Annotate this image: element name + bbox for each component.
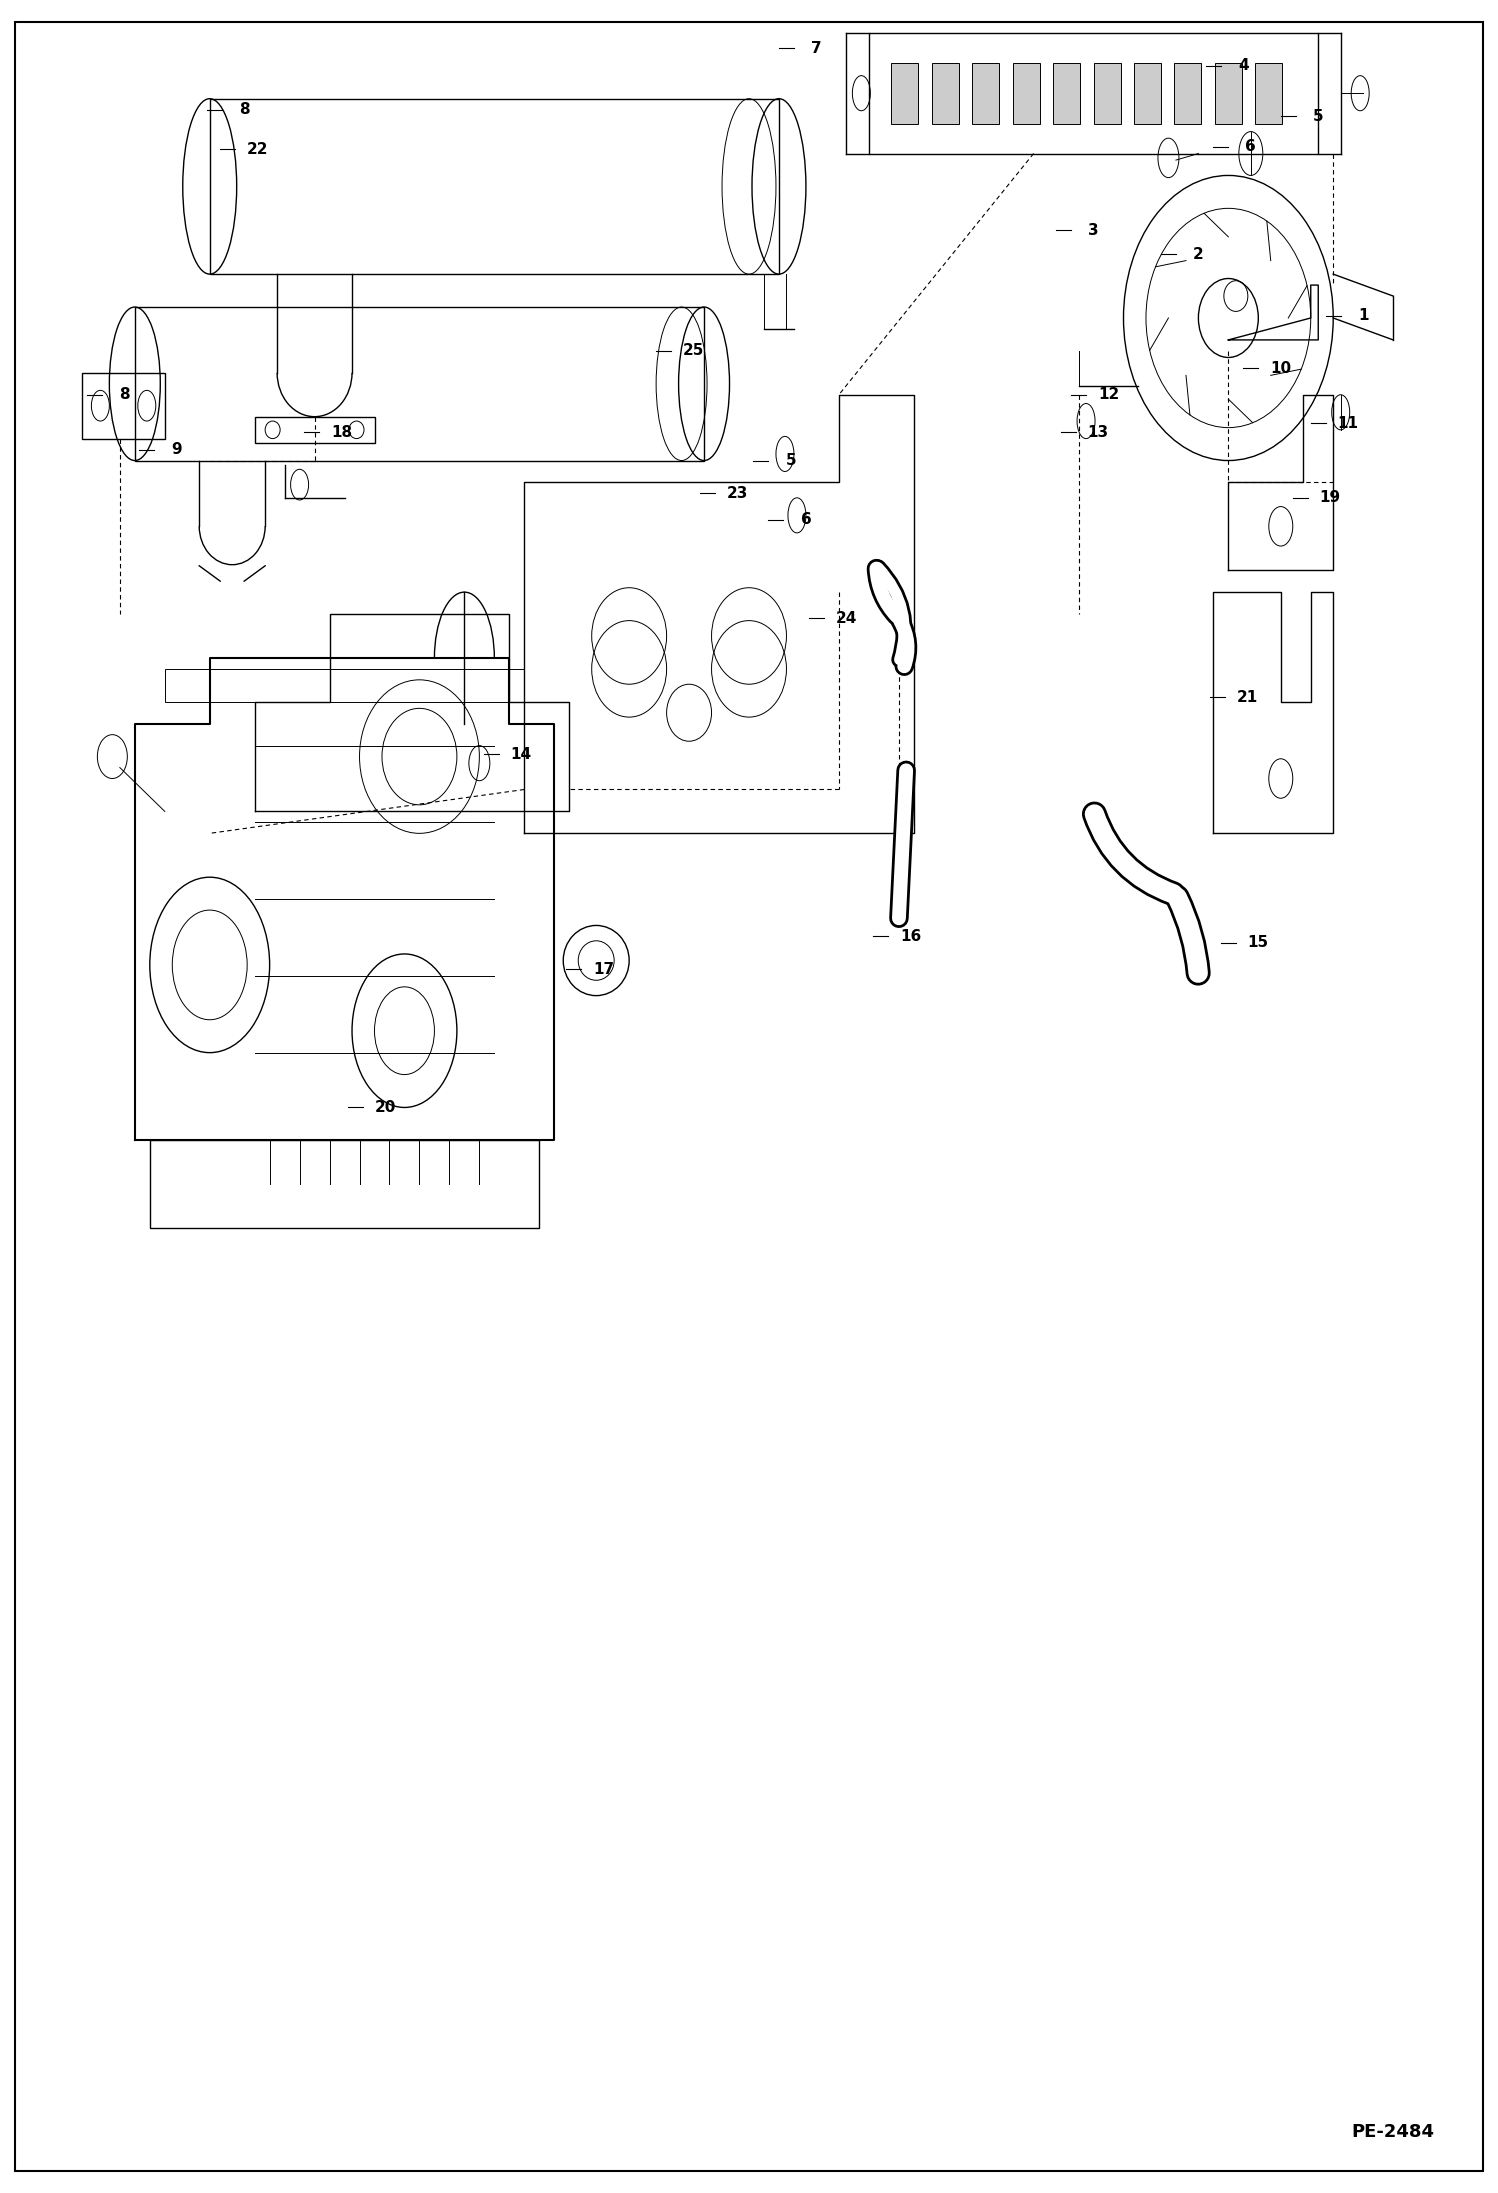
Text: 24: 24 <box>836 612 857 625</box>
Text: 25: 25 <box>683 344 704 357</box>
Bar <box>210 99 779 274</box>
Text: 1: 1 <box>1357 309 1369 322</box>
Bar <box>82 373 165 439</box>
Text: PE-2484: PE-2484 <box>1351 2123 1435 2140</box>
Bar <box>135 307 704 461</box>
Bar <box>972 64 999 125</box>
Bar <box>150 1140 539 1228</box>
Text: 18: 18 <box>331 425 352 439</box>
Bar <box>891 64 918 125</box>
Text: 6: 6 <box>800 513 812 526</box>
Text: 22: 22 <box>247 143 268 156</box>
Bar <box>255 417 374 443</box>
Text: 16: 16 <box>900 930 921 943</box>
Text: 5: 5 <box>785 454 797 467</box>
Text: 21: 21 <box>1237 691 1258 704</box>
Text: 9: 9 <box>171 443 183 456</box>
Text: 17: 17 <box>593 963 614 976</box>
Text: 7: 7 <box>810 42 822 55</box>
Text: 23: 23 <box>727 487 748 500</box>
Text: 5: 5 <box>1312 110 1324 123</box>
Bar <box>1255 64 1282 125</box>
Bar <box>1013 64 1040 125</box>
Bar <box>932 64 959 125</box>
Text: 15: 15 <box>1248 936 1269 950</box>
Bar <box>1134 64 1161 125</box>
Bar <box>1174 64 1201 125</box>
Text: 2: 2 <box>1192 248 1204 261</box>
Text: 12: 12 <box>1098 388 1119 401</box>
Text: 8: 8 <box>238 103 250 116</box>
Text: 8: 8 <box>118 388 130 401</box>
Text: 11: 11 <box>1338 417 1359 430</box>
Text: 13: 13 <box>1088 425 1109 439</box>
Bar <box>1094 64 1121 125</box>
Text: 20: 20 <box>374 1101 395 1114</box>
Text: 10: 10 <box>1270 362 1291 375</box>
Bar <box>1053 64 1080 125</box>
Text: 14: 14 <box>511 748 532 761</box>
Text: 6: 6 <box>1245 140 1257 154</box>
Bar <box>1215 64 1242 125</box>
Bar <box>165 669 524 702</box>
Text: 3: 3 <box>1088 224 1100 237</box>
Text: 19: 19 <box>1320 491 1341 504</box>
Bar <box>869 33 1318 154</box>
Text: 4: 4 <box>1237 59 1249 72</box>
